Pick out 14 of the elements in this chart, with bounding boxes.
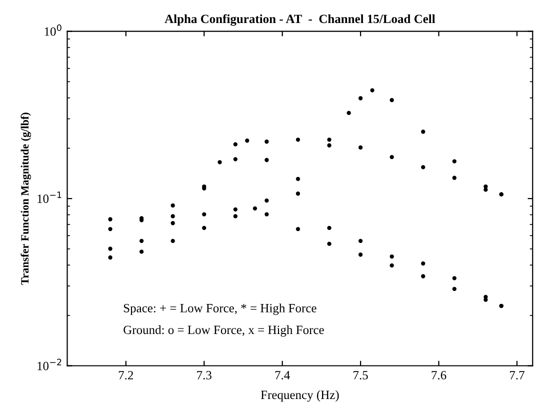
y-axis-title: Transfer Function Magnitude (g/lbf) <box>20 112 31 285</box>
x-tick-label: 7.5 <box>354 371 368 380</box>
x-tick-label: 7.7 <box>510 371 524 380</box>
x-tick-label: 7.6 <box>432 371 446 380</box>
y-tick-label: 10$^{−2}$ <box>38 358 62 370</box>
chart-title: Alpha Configuration - AT - Channel 15/Load Cell <box>164 14 436 26</box>
annotation: Space: + = Low Force, * = High Force <box>124 304 316 315</box>
annotation: Ground: o = Low Force, x = High Force <box>124 325 324 337</box>
x-tick-label: 7.4 <box>275 371 290 380</box>
y-tick-label: 10$^{0}$ <box>44 24 62 36</box>
x-tick-label: 7.3 <box>197 371 212 380</box>
x-axis-title: Frequency (Hz) <box>260 390 339 402</box>
y-tick-label: 10$^{−1}$ <box>38 192 62 203</box>
x-tick-label: 7.2 <box>118 371 134 380</box>
